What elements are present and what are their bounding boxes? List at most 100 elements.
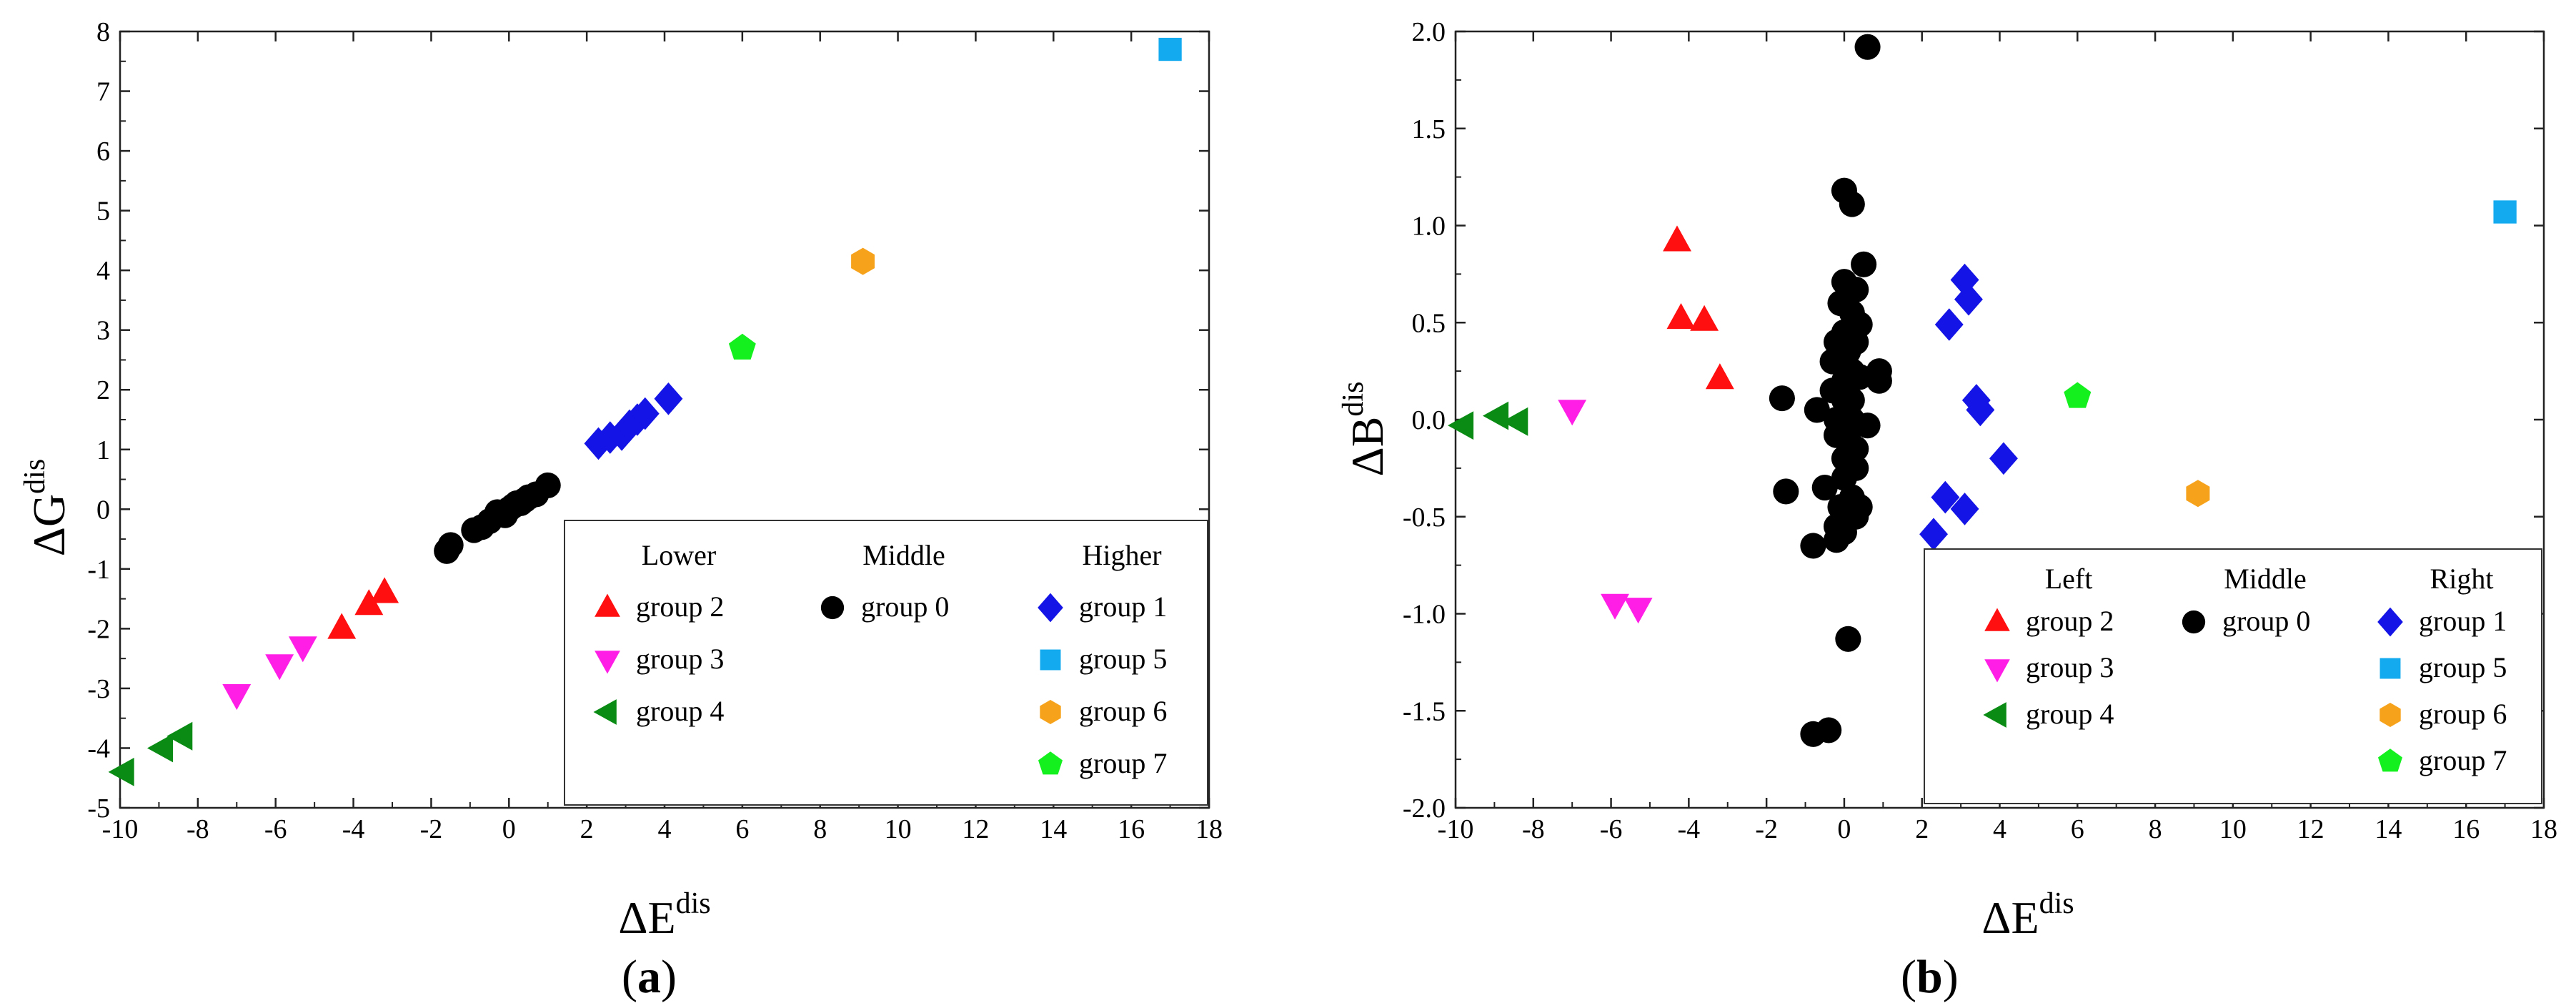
panel-b-point-group-0 (1866, 367, 1892, 394)
panel-b-legend-marker-group-6 (2379, 703, 2401, 727)
panel-b-x-tick-label: -6 (1600, 814, 1623, 844)
panel-b-legend (1924, 548, 2542, 804)
panel-b-label: (b) (1901, 951, 1959, 1003)
panel-b-point-group-0 (1854, 34, 1881, 60)
panel-a-chart: ΔGdis ΔEdis (a) -10 -8 -6 -4 -2 0 2 4 6 8 10 12 14 16… (19, 17, 1223, 1003)
panel-a-legend-marker-group-0 (820, 596, 845, 620)
panel-a-y-tick-label: 2 (96, 375, 110, 405)
panel-b-point-group-2 (1705, 363, 1734, 390)
panel-b-x-tick-label: 2 (1915, 814, 1929, 844)
panel-a-y-tick-label: 1 (96, 435, 110, 465)
panel-b-legend-label: group 6 (2419, 698, 2507, 730)
panel-b-legend-label: group 0 (2222, 605, 2310, 637)
panel-b-point-group-0 (1843, 329, 1869, 355)
panel-a-legend-marker-group-4 (593, 699, 617, 725)
panel-a-point-group-3 (288, 636, 317, 663)
panel-b-legend-marker-group-4 (1983, 702, 2006, 728)
panel-a-legend-label: group 6 (1079, 695, 1167, 727)
panel-a-y-tick-label: 3 (96, 316, 110, 346)
panel-a-x-tick-label: 0 (502, 814, 516, 844)
panel-a-point-group-1 (595, 421, 625, 454)
panel-b-x-tick-label: 12 (2297, 814, 2324, 844)
panel-b-y-tick-label: -0.5 (1403, 503, 1446, 533)
panel-a-legend-label: group 4 (636, 695, 724, 727)
panel-a-point-group-3 (222, 684, 252, 711)
panel-a-legend-label: group 0 (861, 591, 949, 623)
panel-b-y-axis-title: ΔBdis (1337, 382, 1393, 477)
panel-b-x-tick-label: 16 (2452, 814, 2480, 844)
panel-b-point-group-0 (1824, 406, 1850, 433)
panel-a-x-tick-label: 14 (1040, 814, 1067, 844)
panel-b-point-group-1 (1931, 480, 1960, 514)
panel-b-y-tick-label: 0.0 (1412, 405, 1446, 435)
panel-b-legend-header: Left (2045, 563, 2093, 595)
panel-b-point-group-0 (1835, 626, 1861, 652)
panel-b-legend-label: group 7 (2419, 744, 2507, 776)
panel-a-y-tick-label: -2 (87, 614, 110, 644)
panel-a-legend-label: group 5 (1079, 643, 1167, 675)
panel-b-legend-marker-group-3 (1984, 659, 2010, 683)
panel-b-legend-marker-group-1 (2377, 607, 2403, 637)
panel-b-point-group-4 (1448, 411, 1474, 440)
panel-a-x-tick-label: -4 (342, 814, 365, 844)
panel-a-point-group-4 (166, 721, 193, 751)
panel-b-point-group-0 (1843, 455, 1869, 481)
panel-a-x-tick-label: -6 (264, 814, 287, 844)
panel-b-point-group-0 (1851, 251, 1877, 277)
panel-a-y-tick-label: -3 (87, 674, 110, 704)
panel-b-legend-marker-group-7 (2378, 748, 2402, 772)
panel-b-point-group-0 (1831, 367, 1857, 394)
panel-b-x-tick-label: 6 (2071, 814, 2084, 844)
panel-a-point-group-1 (654, 382, 683, 415)
panel-b-point-group-1 (1954, 282, 1983, 316)
panel-b-x-tick-label: 10 (2219, 814, 2247, 844)
panel-a-y-tick-label: 8 (96, 17, 110, 47)
panel-b-legend-header: Right (2430, 563, 2494, 595)
panel-a-legend-label: group 1 (1079, 591, 1167, 623)
panel-b-x-tick-label: 8 (2149, 814, 2162, 844)
panel-b-legend-marker-group-5 (2379, 658, 2401, 679)
panel-a-legend-marker-group-6 (1040, 700, 1061, 724)
panel-a-legend-marker-group-2 (595, 593, 620, 617)
panel-a-legend-header: Higher (1082, 539, 1161, 571)
panel-a-point-group-1 (607, 418, 637, 451)
panel-b-point-group-0 (1769, 385, 1795, 412)
panel-a-point-group-2 (327, 613, 357, 639)
panel-a-x-tick-label: 6 (735, 814, 749, 844)
panel-b-legend-label: group 3 (2026, 651, 2114, 683)
panel-a-y-tick-label: -5 (87, 794, 110, 824)
panel-b-point-group-5 (2493, 200, 2517, 224)
panel-b-x-tick-label: 18 (2530, 814, 2557, 844)
panel-b-point-group-4 (1502, 407, 1528, 436)
panel-a-y-tick-label: 7 (96, 77, 110, 107)
panel-a-point-group-2 (370, 577, 399, 603)
panel-a-legend-header: Lower (642, 539, 716, 571)
panel-b-point-group-3 (1623, 598, 1653, 624)
panel-b-point-group-0 (1839, 387, 1865, 413)
panel-a-point-group-4 (147, 733, 174, 763)
panel-a-point-group-3 (265, 654, 294, 681)
panel-a-label: (a) (622, 951, 677, 1003)
panel-b-point-group-2 (1666, 303, 1696, 330)
panel-a-legend-label: group 7 (1079, 747, 1167, 779)
panel-b-x-axis-title: ΔEdis (1981, 887, 2074, 943)
panel-b-x-tick-label: -4 (1678, 814, 1701, 844)
panel-b-point-group-0 (1816, 717, 1842, 743)
panel-b-point-group-2 (1690, 305, 1719, 331)
panel-a-x-tick-label: 16 (1118, 814, 1145, 844)
panel-b-y-tick-label: -1.5 (1403, 696, 1446, 726)
panel-b-legend-header: Middle (2224, 563, 2307, 595)
panel-a-point-group-0 (437, 532, 464, 558)
panel-b-y-tick-label: 0.5 (1412, 308, 1446, 338)
panel-b-y-tick-label: 1.5 (1412, 114, 1446, 144)
panel-a-point-group-2 (354, 589, 384, 616)
panel-a-legend-label: group 2 (636, 591, 724, 623)
panel-b-x-tick-label: -8 (1522, 814, 1545, 844)
panel-b-x-tick-label: -10 (1438, 814, 1474, 844)
panel-a-legend-label: group 3 (636, 643, 724, 675)
panel-b-point-group-1 (1950, 263, 1979, 297)
panel-a-x-tick-label: 12 (962, 814, 989, 844)
panel-a-legend-marker-group-7 (1038, 751, 1063, 775)
panel-b-legend-label: group 2 (2026, 605, 2114, 637)
panel-b-y-tick-label: 1.0 (1412, 212, 1446, 242)
